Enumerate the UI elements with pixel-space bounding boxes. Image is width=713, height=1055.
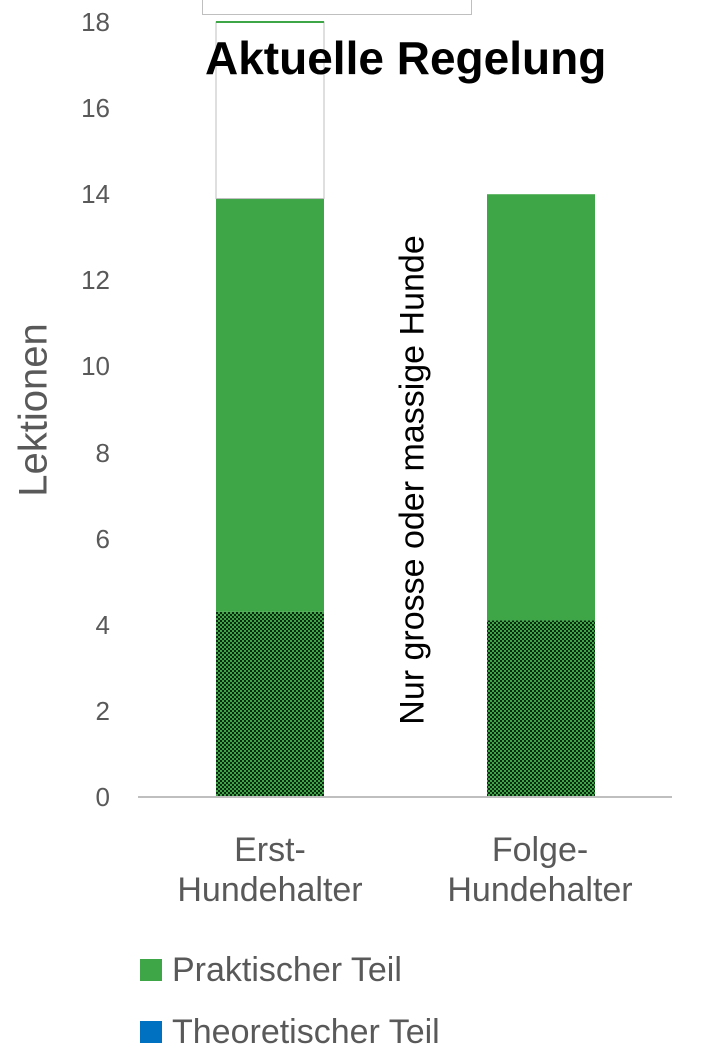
- category-label-erst-hundehalter: Erst- Hundehalter: [130, 830, 410, 910]
- category-label-line: Erst-: [234, 831, 306, 869]
- y-tick-label: 6: [95, 523, 110, 554]
- y-tick-label: 2: [95, 695, 110, 726]
- legend-swatch-green: [140, 959, 162, 981]
- category-label-line: Hundehalter: [177, 871, 363, 909]
- y-tick-label: 10: [81, 351, 110, 382]
- bar-segment-praktischer-teil-0: [216, 198, 324, 612]
- plot-top-frame: [202, 0, 472, 15]
- legend-label: Theoretischer Teil: [172, 1012, 440, 1051]
- legend-label: Praktischer Teil: [172, 950, 402, 989]
- legend-item-praktischer-teil: Praktischer Teil: [140, 950, 402, 990]
- y-tick-label: 14: [81, 179, 110, 210]
- bar-segment-praktischer-teil-1: [487, 194, 595, 621]
- y-tick-label: 12: [81, 265, 110, 296]
- bar-segment-theoretischer-teil-1: [487, 620, 595, 797]
- category-label-folge-hundehalter: Folge- Hundehalter: [400, 830, 680, 910]
- legend-item-theoretischer-teil: Theoretischer Teil: [140, 1012, 440, 1052]
- legend-swatch-blue: [140, 1021, 162, 1043]
- annotation-large-dogs: Nur grosse oder massige Hunde: [393, 235, 432, 725]
- bar-segment-theoretischer-teil-0: [216, 611, 324, 797]
- y-tick-label: 16: [81, 93, 110, 124]
- y-axis-label: Lektionen: [11, 323, 56, 497]
- y-tick-label: 4: [95, 609, 110, 640]
- y-tick-label: 18: [81, 7, 110, 37]
- category-label-line: Folge-: [491, 831, 589, 869]
- chart-title: Aktuelle Regelung: [205, 32, 607, 84]
- category-label-line: Hundehalter: [447, 871, 633, 909]
- y-tick-label: 8: [95, 437, 110, 468]
- y-tick-label: 0: [95, 782, 110, 812]
